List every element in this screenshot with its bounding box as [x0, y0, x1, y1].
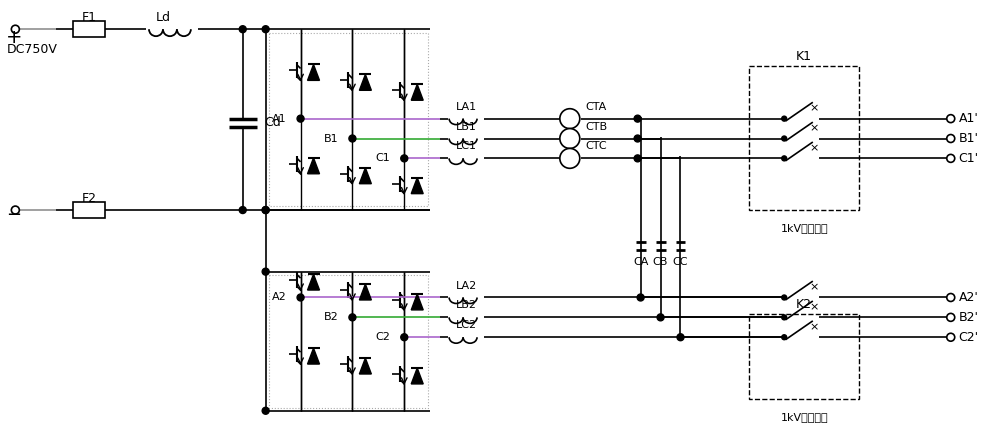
Text: LB2: LB2 — [456, 300, 477, 310]
Text: A1: A1 — [272, 114, 287, 124]
Bar — [269, 33, 428, 206]
Polygon shape — [411, 84, 423, 100]
Circle shape — [349, 135, 356, 142]
Text: LC2: LC2 — [456, 320, 477, 330]
Text: A2': A2' — [959, 291, 979, 304]
Text: A1': A1' — [959, 112, 979, 125]
Circle shape — [262, 207, 269, 214]
Polygon shape — [411, 294, 423, 310]
Polygon shape — [308, 348, 320, 364]
Text: CA: CA — [633, 257, 648, 267]
Text: C2': C2' — [959, 331, 979, 344]
Text: F1: F1 — [82, 11, 97, 24]
Text: B2: B2 — [324, 312, 338, 322]
Circle shape — [782, 156, 787, 161]
Circle shape — [560, 109, 580, 129]
Circle shape — [297, 294, 304, 301]
Text: A2: A2 — [272, 293, 287, 303]
Circle shape — [637, 294, 644, 301]
Text: LB1: LB1 — [456, 122, 477, 132]
Text: DC750V: DC750V — [6, 43, 57, 55]
Circle shape — [239, 26, 246, 33]
Text: CC: CC — [673, 257, 688, 267]
Circle shape — [947, 115, 955, 123]
Text: Cd: Cd — [265, 116, 281, 129]
Polygon shape — [359, 75, 371, 90]
Text: CTB: CTB — [586, 122, 608, 132]
Circle shape — [947, 293, 955, 301]
Circle shape — [677, 334, 684, 341]
Circle shape — [11, 25, 19, 33]
Circle shape — [262, 207, 269, 214]
Circle shape — [401, 155, 408, 162]
Circle shape — [782, 315, 787, 320]
Text: CTC: CTC — [586, 141, 607, 151]
Circle shape — [947, 154, 955, 162]
Circle shape — [782, 116, 787, 121]
Bar — [749, 314, 859, 399]
Bar — [749, 66, 859, 210]
Text: ×: × — [809, 104, 819, 114]
Circle shape — [782, 136, 787, 141]
Circle shape — [11, 206, 19, 214]
Bar — [73, 202, 105, 218]
Bar — [269, 275, 428, 408]
Text: C2: C2 — [375, 332, 390, 342]
Text: B2': B2' — [959, 311, 979, 324]
Circle shape — [634, 135, 641, 142]
Text: F2: F2 — [82, 192, 97, 204]
Text: 1kV三相开关: 1kV三相开关 — [780, 223, 828, 233]
Circle shape — [560, 148, 580, 168]
Text: Ld: Ld — [155, 11, 170, 24]
Text: C1: C1 — [376, 153, 390, 164]
Circle shape — [262, 268, 269, 275]
Circle shape — [349, 314, 356, 321]
Circle shape — [239, 207, 246, 214]
Circle shape — [782, 335, 787, 340]
Circle shape — [297, 115, 304, 122]
Polygon shape — [308, 65, 320, 80]
Polygon shape — [359, 284, 371, 300]
Bar — [73, 21, 105, 37]
Text: B1: B1 — [324, 133, 338, 143]
Circle shape — [634, 155, 641, 162]
Polygon shape — [308, 158, 320, 174]
Text: C1': C1' — [959, 152, 979, 165]
Text: CB: CB — [653, 257, 668, 267]
Text: LA1: LA1 — [456, 102, 477, 112]
Text: ×: × — [809, 283, 819, 293]
Text: 1kV三相开关: 1kV三相开关 — [780, 412, 828, 422]
Text: ×: × — [809, 123, 819, 133]
Text: B1': B1' — [959, 132, 979, 145]
Polygon shape — [359, 168, 371, 184]
Polygon shape — [411, 368, 423, 384]
Text: ×: × — [809, 322, 819, 332]
Text: +: + — [6, 27, 23, 47]
Text: K1: K1 — [796, 50, 812, 62]
Circle shape — [262, 26, 269, 33]
Polygon shape — [308, 274, 320, 290]
Circle shape — [262, 407, 269, 414]
Text: ×: × — [809, 303, 819, 313]
Polygon shape — [411, 178, 423, 194]
Text: CTA: CTA — [586, 102, 607, 112]
Text: ×: × — [809, 143, 819, 153]
Circle shape — [657, 314, 664, 321]
Circle shape — [947, 313, 955, 321]
Text: LA2: LA2 — [455, 281, 477, 290]
Circle shape — [782, 295, 787, 300]
Text: LC1: LC1 — [456, 141, 477, 151]
Text: K2: K2 — [796, 298, 812, 311]
Circle shape — [560, 129, 580, 148]
Circle shape — [947, 333, 955, 341]
Circle shape — [634, 115, 641, 122]
Text: −: − — [6, 206, 22, 224]
Circle shape — [401, 334, 408, 341]
Circle shape — [947, 135, 955, 143]
Polygon shape — [359, 358, 371, 374]
